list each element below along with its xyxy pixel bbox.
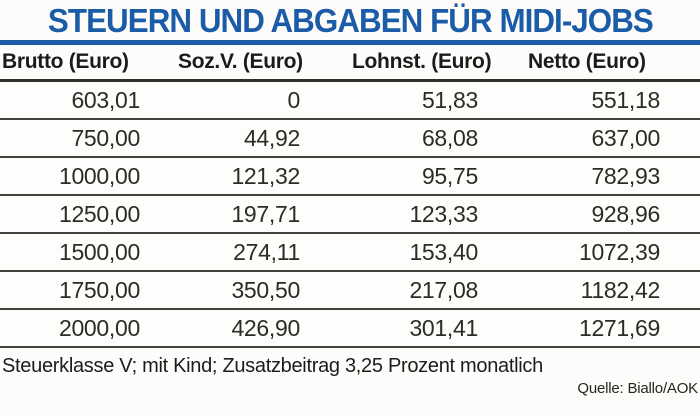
table-row: 1000,00 121,32 95,75 782,93 [0, 157, 700, 196]
table-cell: 1271,69 [516, 309, 700, 348]
data-table: Brutto (Euro) Soz.V. (Euro) Lohnst. (Euro)… [0, 45, 700, 348]
table-row: 1750,00 350,50 217,08 1182,42 [0, 271, 700, 310]
table-cell: 928,96 [516, 195, 700, 234]
column-header: Lohnst. (Euro) [340, 45, 516, 82]
source-credit: Quelle: Biallo/AOK [577, 380, 698, 397]
table-cell: 301,41 [340, 309, 516, 348]
infographic-table: STEUERN UND ABGABEN FÜR MIDI-JOBS Brutto… [0, 0, 700, 397]
table-cell: 1072,39 [516, 233, 700, 272]
table-cell: 217,08 [340, 271, 516, 310]
table-row: 2000,00 426,90 301,41 1271,69 [0, 309, 700, 348]
table-cell: 637,00 [516, 119, 700, 158]
column-header: Netto (Euro) [516, 45, 700, 82]
column-header: Brutto (Euro) [0, 45, 168, 82]
table-header-row: Brutto (Euro) Soz.V. (Euro) Lohnst. (Euro)… [0, 45, 700, 82]
title-underline-bar [0, 40, 700, 45]
table-cell: 603,01 [0, 80, 168, 120]
title-row: STEUERN UND ABGABEN FÜR MIDI-JOBS [0, 0, 700, 40]
table-cell: 197,71 [168, 195, 340, 234]
table-row: 750,00 44,92 68,08 637,00 [0, 119, 700, 158]
table-cell: 426,90 [168, 309, 340, 348]
table-cell: 121,32 [168, 157, 340, 196]
table-cell: 551,18 [516, 80, 700, 120]
table-body: 603,01 0 51,83 551,18 750,00 44,92 68,08 637,00… [0, 80, 700, 348]
table-cell: 153,40 [340, 233, 516, 272]
table-cell: 44,92 [168, 119, 340, 158]
page-title: STEUERN UND ABGABEN FÜR MIDI-JOBS [47, 1, 654, 39]
table-cell: 123,33 [340, 195, 516, 234]
table-cell: 350,50 [168, 271, 340, 310]
table-cell: 95,75 [340, 157, 516, 196]
table-footnote: Steuerklasse V; mit Kind; Zusatzbeitrag … [2, 355, 543, 377]
table-cell: 68,08 [340, 119, 516, 158]
table-cell: 1000,00 [0, 157, 168, 196]
table-row: 603,01 0 51,83 551,18 [0, 80, 700, 120]
table-cell: 2000,00 [0, 309, 168, 348]
table-cell: 274,11 [168, 233, 340, 272]
table-cell: 750,00 [0, 119, 168, 158]
table-cell: 1500,00 [0, 233, 168, 272]
table-cell: 1750,00 [0, 271, 168, 310]
table-cell: 0 [168, 80, 340, 120]
table-row: 1250,00 197,71 123,33 928,96 [0, 195, 700, 234]
table-cell: 1250,00 [0, 195, 168, 234]
table-row: 1500,00 274,11 153,40 1072,39 [0, 233, 700, 272]
table-cell: 51,83 [340, 80, 516, 120]
table-cell: 1182,42 [516, 271, 700, 310]
table-cell: 782,93 [516, 157, 700, 196]
column-header: Soz.V. (Euro) [168, 45, 340, 82]
